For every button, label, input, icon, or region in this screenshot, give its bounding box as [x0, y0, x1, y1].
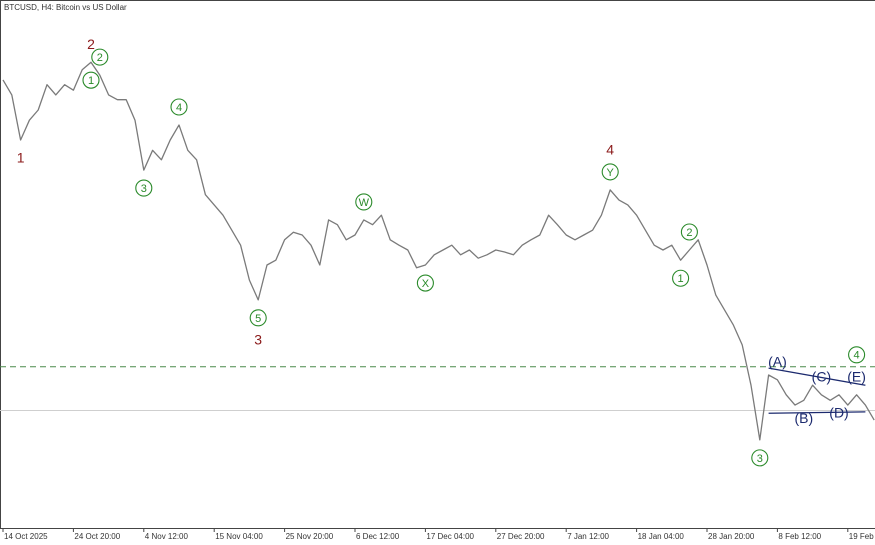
x-tick-label: 24 Oct 20:00: [74, 532, 120, 541]
wave-label: Y: [607, 167, 615, 179]
x-tick-label: 14 Oct 2025: [4, 532, 48, 541]
trend-line: [768, 411, 866, 414]
wave-label: (C): [812, 369, 831, 385]
wave-label: (B): [794, 410, 813, 426]
wave-label: 1: [17, 150, 25, 166]
x-tick-label: 6 Dec 12:00: [356, 532, 400, 541]
x-tick-label: 27 Dec 20:00: [497, 532, 545, 541]
wave-label: 3: [254, 332, 262, 348]
wave-circle: [751, 449, 769, 467]
x-tick-label: 15 Nov 04:00: [215, 532, 263, 541]
wave-label: (A): [768, 353, 787, 369]
wave-label: X: [422, 278, 430, 290]
x-tick-label: 28 Jan 20:00: [708, 532, 755, 541]
chart-title: BTCUSD, H4: Bitcoin vs US Dollar: [4, 3, 127, 12]
wave-label: 5: [255, 313, 261, 325]
wave-label: 4: [854, 350, 860, 362]
wave-circle: [170, 98, 188, 116]
wave-circle: [672, 269, 690, 287]
wave-circle: [601, 163, 619, 181]
price-line: [2, 61, 875, 441]
wave-circle: [249, 309, 267, 327]
x-tick-label: 18 Jan 04:00: [638, 532, 685, 541]
x-tick-label: 4 Nov 12:00: [145, 532, 189, 541]
x-tick-label: 7 Jan 12:00: [567, 532, 609, 541]
plot-frame: [0, 0, 875, 529]
wave-label: 3: [757, 453, 763, 465]
wave-circle: [680, 223, 698, 241]
wave-label: 3: [141, 183, 147, 195]
wave-label: (D): [829, 405, 848, 421]
x-tick-label: 25 Nov 20:00: [286, 532, 334, 541]
wave-label: 2: [97, 52, 103, 64]
wave-circle: [135, 179, 153, 197]
wave-label: 4: [176, 102, 182, 114]
wave-label: 2: [87, 36, 95, 52]
x-tick-label: 17 Dec 04:00: [426, 532, 474, 541]
wave-label: 1: [88, 75, 94, 87]
wave-circle: [91, 48, 109, 66]
x-tick-label: 8 Feb 12:00: [778, 532, 821, 541]
wave-circle: [82, 71, 100, 89]
wave-label: (E): [847, 369, 866, 385]
x-tick-label: 19 Feb 04:00: [849, 532, 875, 541]
wave-label: 1: [678, 273, 684, 285]
wave-circle: [416, 274, 434, 292]
wave-label: W: [359, 197, 370, 209]
wave-label: 4: [606, 142, 614, 158]
wave-circle: [355, 193, 373, 211]
wave-label: 2: [686, 227, 692, 239]
trend-line: [768, 367, 866, 386]
wave-circle: [848, 346, 866, 364]
